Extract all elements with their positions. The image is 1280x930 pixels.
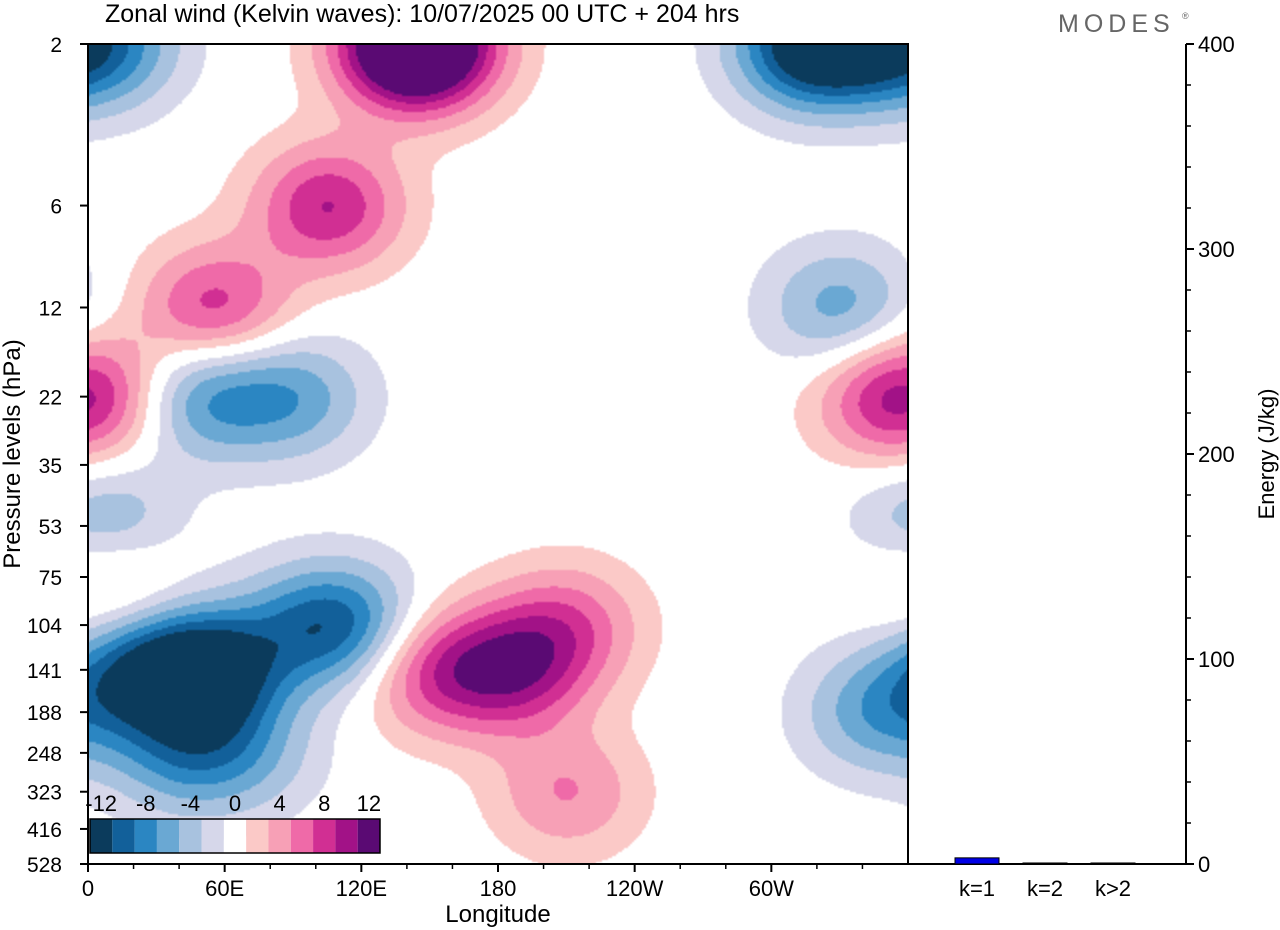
pressure-tick-label: 53 xyxy=(39,516,62,539)
pressure-tick-label: 323 xyxy=(27,782,62,805)
colorbar-swatch xyxy=(179,819,202,853)
colorbar-swatch xyxy=(156,819,180,853)
longitude-tick-label: 120W xyxy=(606,876,664,901)
pressure-tick-label: 2 xyxy=(50,34,62,57)
colorbar-swatch xyxy=(134,819,157,853)
chart-title: Zonal wind (Kelvin waves): 10/07/2025 00… xyxy=(105,0,739,28)
x-axis-label: Longitude xyxy=(445,901,550,928)
colorbar-swatch xyxy=(112,819,135,853)
energy-axis-label: Energy (J/kg) xyxy=(1254,389,1279,520)
energy-axis: 0 100 200 300 400 xyxy=(1186,32,1235,877)
colorbar-label: -4 xyxy=(181,791,201,816)
longitude-tick-label: 0 xyxy=(82,876,94,901)
colorbar-swatch xyxy=(357,819,380,853)
energy-bar xyxy=(1090,862,1136,865)
energy-category-label: k=2 xyxy=(1027,876,1063,901)
energy-tick-label: 300 xyxy=(1198,237,1235,262)
energy-category-label: k>2 xyxy=(1095,876,1131,901)
colorbar-label: 4 xyxy=(273,791,285,816)
pressure-tick-label: 22 xyxy=(39,387,62,410)
brand-mark: ® xyxy=(1182,11,1189,21)
longitude-tick-label: 60W xyxy=(749,876,794,901)
pressure-tick-label: 248 xyxy=(27,743,62,766)
energy-tick-label: 0 xyxy=(1198,852,1210,877)
pressure-tick-label: 141 xyxy=(27,660,62,683)
wind-field-contours xyxy=(88,44,908,864)
y-axis-label: Pressure levels (hPa) xyxy=(0,339,26,568)
pressure-tick-label: 104 xyxy=(27,615,62,638)
energy-tick-label: 400 xyxy=(1198,32,1235,57)
energy-bars: k=1 k=2 k>2 xyxy=(954,857,1136,901)
colorbar-swatch xyxy=(335,819,358,853)
longitude-tick-label: 60E xyxy=(205,876,244,901)
energy-category-label: k=1 xyxy=(959,876,995,901)
colorbar-swatch xyxy=(201,819,224,853)
pressure-tick-label: 35 xyxy=(39,455,62,478)
colorbar-swatch xyxy=(313,819,336,853)
pressure-tick-label: 528 xyxy=(27,854,62,877)
colorbar-label: 8 xyxy=(318,791,330,816)
colorbar-swatch xyxy=(223,819,247,853)
longitude-tick-label: 120E xyxy=(336,876,387,901)
energy-tick-label: 200 xyxy=(1198,442,1235,467)
energy-bar xyxy=(954,857,1000,865)
colorbar-frame xyxy=(89,818,381,854)
longitude-axis: 0 60E 120E 180 120W 60W xyxy=(82,864,864,901)
colorbar-swatch xyxy=(268,819,291,853)
wind-field xyxy=(88,44,908,864)
longitude-tick-label: 180 xyxy=(480,876,517,901)
colorbar: -12 -8 -4 0 4 8 12 xyxy=(85,791,381,854)
colorbar-label: -12 xyxy=(85,791,117,816)
pressure-tick-label: 12 xyxy=(39,297,62,320)
pressure-tick-label: 416 xyxy=(27,819,62,842)
colorbar-swatch xyxy=(246,819,269,853)
colorbar-swatch xyxy=(90,819,113,853)
colorbar-label: 12 xyxy=(357,791,381,816)
pressure-tick-label: 6 xyxy=(50,196,62,219)
pressure-tick-label: 75 xyxy=(39,567,62,590)
colorbar-swatch xyxy=(290,819,314,853)
brand-logo: MODES xyxy=(1058,10,1175,38)
energy-tick-label: 100 xyxy=(1198,647,1235,672)
colorbar-label: 0 xyxy=(229,791,241,816)
colorbar-label: -8 xyxy=(136,791,156,816)
pressure-axis: 2 6 12 22 35 53 75 104 141 188 248 323 416 528 xyxy=(27,34,88,877)
energy-bar xyxy=(1022,862,1068,865)
pressure-tick-label: 188 xyxy=(27,702,62,725)
